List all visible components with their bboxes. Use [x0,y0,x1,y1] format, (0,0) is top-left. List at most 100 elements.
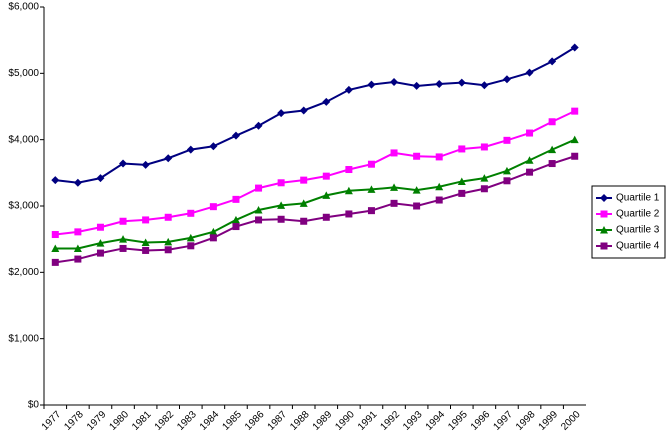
data-point [209,142,218,151]
x-tick-label: 1990 [333,409,357,433]
y-tick-label: $6,000 [8,2,39,13]
y-tick-label: $5,000 [8,68,39,79]
x-tick-label: 1998 [514,409,538,433]
data-point [367,80,376,89]
x-tick-label: 1979 [85,409,109,433]
legend-marker [600,242,608,250]
data-point [96,239,105,247]
data-point [96,249,104,257]
data-point [322,97,331,106]
data-point [231,131,240,140]
data-point [322,191,331,199]
data-point [344,186,353,195]
legend: Quartile 1 Quartile 2 Quartile 3 Quartile 4 [591,185,666,259]
data-point [413,202,421,210]
data-point [277,215,285,223]
series-line [55,110,576,236]
x-tick-label: 1991 [356,409,380,433]
data-point [390,183,399,191]
legend-marker [600,194,608,202]
data-point [503,177,511,185]
data-point [254,205,263,214]
data-point [435,196,443,204]
data-point [299,199,308,207]
x-tick-label: 1988 [288,409,312,433]
data-point [164,154,173,163]
x-tick-label: 1982 [153,409,177,433]
y-tick-label: $2,000 [8,267,39,278]
data-point [119,217,127,225]
data-point [300,176,308,184]
data-point [119,244,127,252]
data-point [277,179,285,187]
x-tick-label: 1994 [424,409,448,433]
data-point [209,234,217,242]
y-tick-label: $0 [28,400,40,411]
x-tick-label: 1992 [379,409,403,433]
data-point [435,79,444,88]
data-point [74,228,82,236]
data-point [186,233,195,242]
data-point [525,68,534,77]
data-point [435,182,444,191]
data-point [458,189,466,197]
data-point [254,121,263,130]
x-tick-label: 1980 [108,409,132,433]
data-point [322,213,330,221]
legend-marker [600,210,608,218]
data-point [548,57,557,66]
data-point [571,152,579,160]
data-point [412,186,421,194]
data-point [187,242,195,250]
data-point [231,215,240,224]
data-point [502,166,511,175]
data-point [548,160,556,168]
series-line [55,155,576,264]
data-point [51,258,59,266]
data-point [457,78,466,87]
x-tick-label: 1978 [62,409,86,433]
data-point [367,160,375,168]
data-point [526,129,534,137]
x-tick-label: 1989 [311,409,335,433]
data-point [345,210,353,218]
series-line [55,138,576,250]
x-tick-label: 1999 [537,409,561,433]
data-point [390,77,399,86]
data-point [232,223,240,231]
legend-label: Quartile 3 [616,225,660,236]
data-point [570,135,579,144]
data-point [570,43,579,52]
legend-label: Quartile 2 [616,209,660,220]
legend-label: Quartile 1 [616,193,660,204]
data-point [277,201,286,209]
data-point [96,223,104,231]
legend-marker [600,226,608,234]
data-point [345,166,353,174]
x-tick-label: 1984 [198,409,222,433]
data-point [255,216,263,224]
x-tick-label: 1977 [40,409,64,433]
x-tick-label: 1987 [266,409,290,433]
data-point [300,217,308,225]
data-point [480,81,489,90]
x-tick-label: 1983 [175,409,199,433]
data-point [367,185,376,193]
x-tick-label: 1981 [130,409,154,433]
x-tick-label: 2000 [559,409,583,433]
y-tick-label: $1,000 [8,333,39,344]
data-point [344,85,353,94]
data-point [435,153,443,161]
data-point [96,174,105,183]
data-point [412,81,421,90]
data-point [525,156,534,164]
data-point [480,185,488,193]
x-tick-label: 1996 [469,409,493,433]
y-tick-label: $3,000 [8,201,39,212]
data-point [458,145,466,153]
data-point [502,75,511,84]
data-point [548,145,557,154]
x-tick-label: 1985 [220,409,244,433]
data-point [209,227,218,236]
